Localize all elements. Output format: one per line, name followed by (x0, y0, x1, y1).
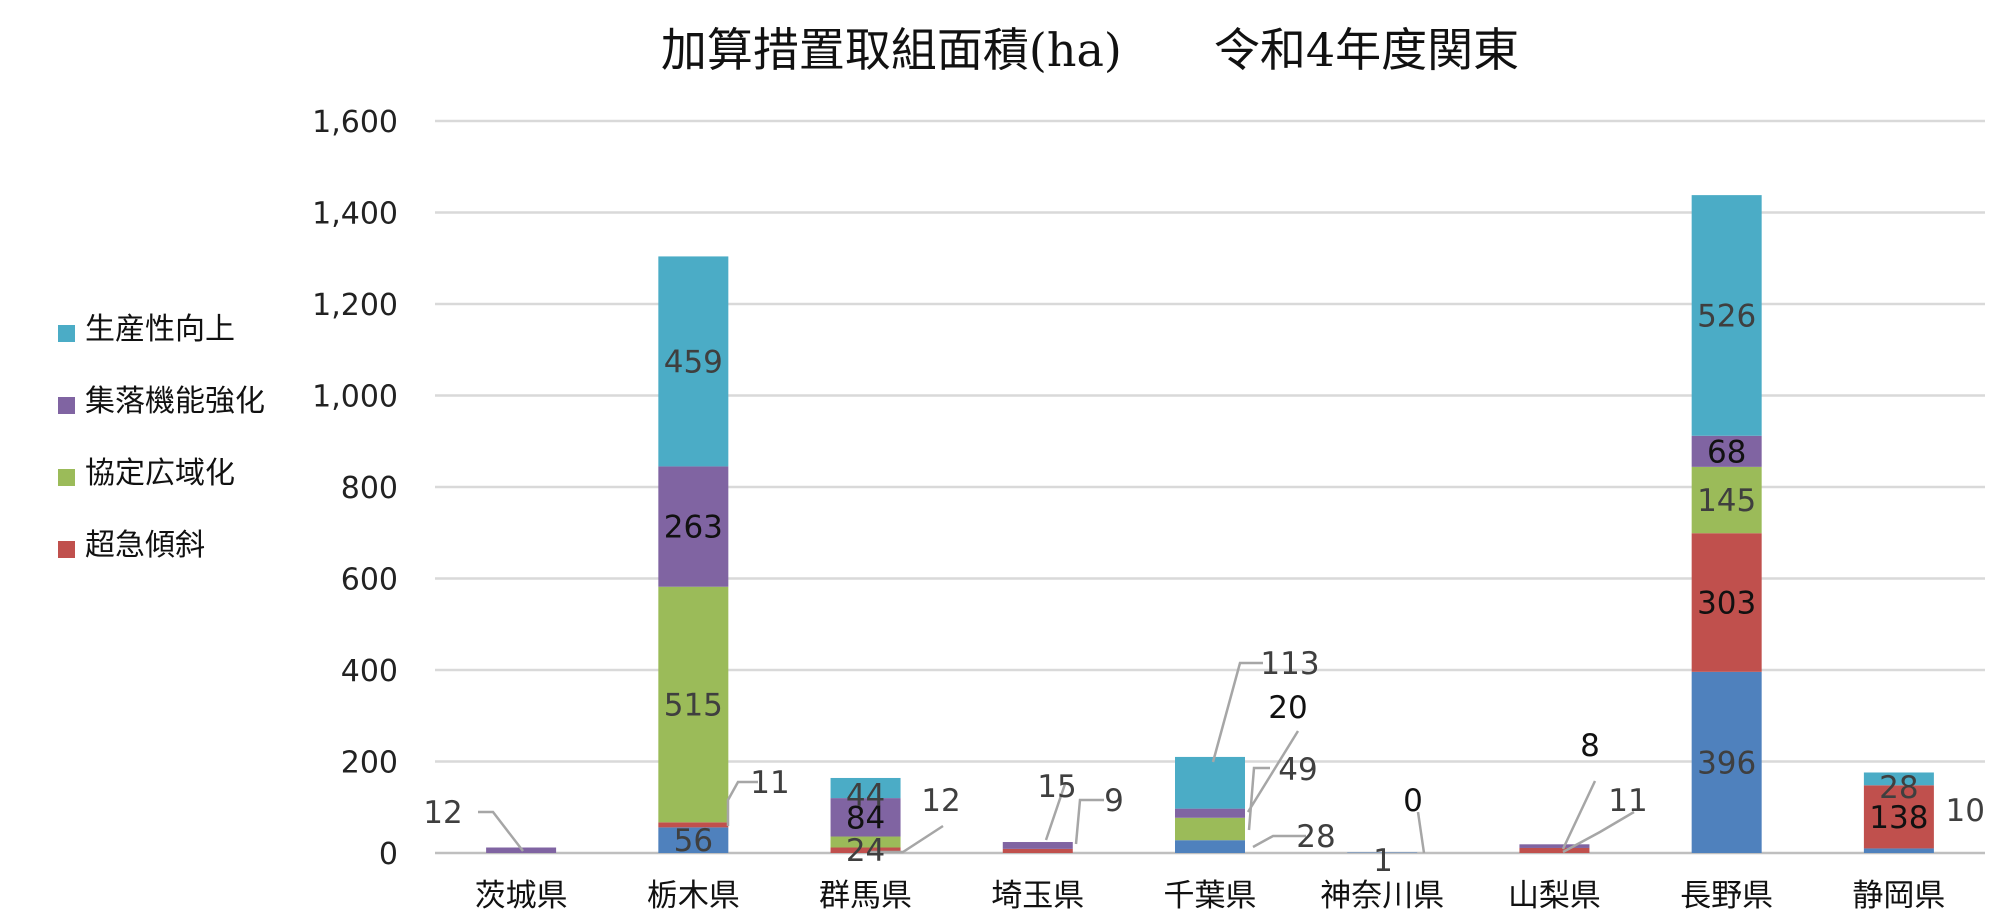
bar-segment (1863, 848, 1934, 853)
data-label: 11 (750, 765, 789, 801)
data-label: 49 (1278, 752, 1317, 788)
data-label: 113 (1260, 646, 1319, 682)
x-tick-label: 長野県 (1680, 878, 1773, 914)
x-tick-label: 静岡県 (1852, 878, 1945, 914)
y-tick-label: 1,000 (312, 380, 398, 415)
y-tick-label: 600 (341, 563, 398, 598)
bar-segment (1175, 817, 1245, 841)
legend-item-community: 集落機能強化 (58, 384, 288, 420)
data-label: 15 (1037, 769, 1076, 805)
data-label: 526 (1697, 298, 1756, 334)
bar-segment (1175, 808, 1245, 818)
data-label: 8 (1580, 728, 1600, 764)
leader-line (1211, 661, 1263, 763)
data-label: 44 (846, 778, 885, 814)
bar-segment (658, 827, 729, 853)
x-tick-label: 山梨県 (1508, 878, 1601, 914)
data-label: 28 (1879, 770, 1918, 806)
leader-line (1562, 810, 1635, 854)
y-tick-label: 400 (341, 654, 398, 689)
bar-segment (1691, 435, 1762, 467)
bar-segment (1519, 844, 1590, 848)
bar-segment (1519, 847, 1590, 853)
data-label: 396 (1697, 745, 1756, 781)
data-label: 12 (921, 783, 960, 819)
bar-segment (1002, 848, 1073, 853)
leader-line (868, 824, 944, 854)
data-label: 10 (1946, 793, 1985, 829)
legend-swatch (58, 469, 75, 486)
bar-segment (830, 836, 901, 848)
data-label: 68 (1707, 434, 1746, 470)
bar-segment (830, 847, 901, 853)
data-label: 515 (664, 688, 723, 724)
bar-segment (1691, 466, 1762, 534)
data-label: 84 (846, 800, 885, 836)
leader-line (1416, 811, 1426, 854)
x-tick-label: 茨城県 (475, 878, 568, 914)
y-tick-label: 1,400 (312, 197, 398, 232)
leader-line (1074, 798, 1104, 845)
bar-segment (830, 777, 901, 799)
legend-swatch (58, 325, 75, 342)
x-tick-label: 埼玉県 (991, 878, 1084, 914)
y-tick-label: 200 (341, 746, 398, 781)
data-label: 24 (846, 833, 885, 869)
y-tick-label: 800 (341, 471, 398, 506)
legend-label: 集落機能強化 (85, 384, 265, 419)
data-label: 1 (1373, 843, 1393, 879)
bar-segment (830, 798, 901, 837)
legend-label: 生産性向上 (85, 312, 235, 347)
legend-item-regional: 協定広域化 (58, 456, 288, 492)
leader-line (726, 780, 758, 826)
data-label: 9 (1104, 783, 1124, 819)
x-tick-label: 栃木県 (647, 878, 740, 914)
leader-line (1247, 766, 1270, 831)
legend-swatch (58, 397, 75, 414)
y-tick-label: 0 (379, 837, 398, 872)
leader-line (1561, 780, 1597, 850)
data-label: 138 (1869, 800, 1928, 836)
bar-segment (1691, 195, 1762, 436)
leader-line (1246, 730, 1300, 813)
data-label: 145 (1697, 483, 1756, 519)
legend-item-productivity: 生産性向上 (58, 312, 288, 348)
bar-segment (658, 586, 729, 823)
chart-title: 加算措置取組面積(ha) 令和4年度関東 (660, 23, 1520, 77)
legend-label: 協定広域化 (85, 456, 235, 491)
bar-segment (1175, 756, 1245, 809)
data-label: 459 (664, 344, 723, 380)
data-label: 0 (1403, 783, 1423, 819)
data-label: 303 (1697, 586, 1756, 622)
bar-segment (658, 822, 729, 828)
bar-segment (658, 466, 729, 587)
bar-segment (658, 256, 729, 467)
bar-segment (1175, 840, 1245, 853)
bar-segment (1863, 785, 1934, 849)
data-label: 263 (664, 510, 723, 546)
data-label: 28 (1296, 819, 1335, 855)
x-tick-label: 神奈川県 (1320, 878, 1444, 914)
bar-segment (1691, 533, 1762, 672)
data-label: 11 (1608, 783, 1647, 819)
bar-segment (1863, 772, 1934, 786)
legend-swatch (58, 541, 75, 558)
leader-line (1044, 783, 1067, 841)
y-tick-label: 1,600 (312, 105, 398, 140)
legend-item-steep: 超急傾斜 (58, 528, 288, 564)
legend-label: 超急傾斜 (85, 528, 205, 563)
leader-line (478, 810, 524, 852)
x-tick-label: 千葉県 (1164, 878, 1257, 914)
data-label: 56 (674, 823, 713, 859)
y-tick-label: 1,200 (312, 288, 398, 323)
x-tick-label: 群馬県 (819, 878, 912, 914)
data-label: 20 (1268, 690, 1307, 726)
bar-segment (1002, 842, 1073, 849)
bar-segment (1691, 671, 1762, 853)
data-label: 12 (423, 795, 462, 831)
leader-line (1252, 834, 1306, 849)
